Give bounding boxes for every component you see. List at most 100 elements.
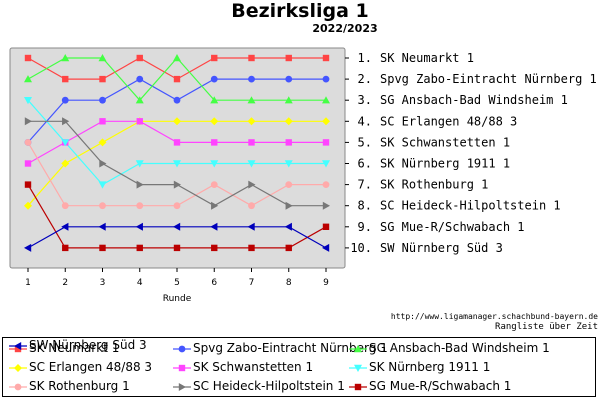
rank-number: 8.	[358, 199, 372, 213]
data-point-8	[62, 117, 70, 126]
data-point-10	[284, 222, 292, 231]
legend-marker	[354, 364, 362, 372]
data-point-5	[173, 139, 181, 146]
data-point-3	[322, 96, 330, 104]
legend-swatch	[349, 364, 367, 372]
data-point-3	[98, 54, 107, 62]
x-axis-label: Runde	[163, 294, 192, 304]
data-point-9	[211, 244, 218, 252]
rank-label: SG Ansbach-Bad Windsheim 1	[380, 93, 568, 107]
data-point-5	[211, 139, 218, 146]
data-point-6	[61, 139, 70, 147]
data-point-8	[136, 180, 144, 189]
legend-label: SC Erlangen 48/88 3	[29, 360, 153, 374]
data-point-1	[136, 54, 143, 62]
data-point-5	[285, 139, 292, 146]
caption: Rangliste über Zeit	[495, 322, 598, 332]
legend-label: SK Schwanstetten 1	[193, 360, 314, 374]
rank-label: SK Neumarkt 1	[380, 51, 474, 65]
rank-number: 3.	[358, 93, 372, 107]
data-point-6	[322, 160, 330, 168]
x-tick-label: 3	[100, 278, 106, 288]
data-point-8	[24, 117, 32, 126]
legend-swatch	[349, 383, 367, 391]
data-point-8	[211, 201, 219, 210]
data-point-10	[135, 222, 143, 231]
data-point-2	[136, 75, 144, 83]
rank-number: 2.	[358, 72, 372, 86]
rank-number: 5.	[358, 135, 372, 149]
legend-label: SK Neumarkt 1	[29, 341, 120, 355]
legend-marker	[14, 345, 22, 353]
data-point-6	[210, 160, 219, 168]
data-point-6	[173, 160, 181, 168]
legend-swatch	[9, 342, 27, 350]
data-point-8	[285, 201, 293, 210]
rank-chart: 1 2 3 4 5 6 7 8 9 1. SK Neumarkt 1 2. Spvg Zabo-Ein…	[9, 47, 597, 304]
data-point-5	[136, 118, 143, 125]
data-point-7	[210, 181, 218, 189]
legend-swatch	[173, 383, 191, 391]
data-point-1	[211, 54, 218, 62]
data-point-4	[284, 117, 293, 126]
legend-swatch	[173, 345, 191, 353]
data-point-4	[98, 138, 107, 147]
x-tick-label: 8	[286, 278, 292, 288]
rank-number: 1.	[358, 51, 372, 65]
x-tick-label: 6	[211, 278, 217, 288]
data-point-1	[248, 54, 255, 62]
legend-marker	[354, 383, 362, 391]
data-point-2	[210, 75, 218, 83]
rank-label: SC Heideck-Hilpoltstein 1	[380, 199, 561, 213]
rank-label: SW Nürnberg Süd 3	[380, 241, 503, 255]
data-point-5	[99, 118, 106, 125]
data-point-6	[98, 181, 107, 189]
data-point-1	[99, 75, 106, 83]
data-point-7	[61, 202, 69, 210]
legend-marker	[178, 383, 186, 391]
data-point-3	[210, 96, 219, 104]
legend-label: SK Rothenburg 1	[29, 379, 130, 393]
data-point-10	[61, 222, 69, 231]
x-tick-label: 5	[174, 278, 180, 288]
legend-swatch	[9, 383, 27, 391]
source-url[interactable]: http://www.ligamanager.schachbund-bayern…	[390, 312, 598, 321]
legend: SK Neumarkt 1 Spvg Zabo-Eintracht Nürnber…	[2, 337, 596, 397]
data-point-8	[322, 201, 330, 210]
data-point-1	[285, 54, 292, 62]
legend-swatch	[9, 345, 27, 353]
data-point-6	[247, 160, 256, 168]
data-point-2	[285, 75, 293, 83]
legend-swatch	[9, 364, 27, 372]
legend-label: SK Nürnberg 1911 1	[369, 360, 491, 374]
data-point-10	[173, 222, 181, 231]
data-point-3	[173, 54, 181, 62]
legend-label: SG Ansbach-Bad Windsheim 1	[369, 341, 550, 355]
data-point-3	[61, 54, 70, 62]
rank-label: SK Nürnberg 1911 1	[380, 157, 510, 171]
rank-number: 9.	[358, 220, 372, 234]
data-point-7	[136, 202, 144, 210]
rank-label: SK Schwanstetten 1	[380, 135, 510, 149]
data-point-4	[61, 159, 70, 168]
x-tick-label: 9	[323, 278, 329, 288]
x-tick-label: 7	[249, 278, 255, 288]
data-point-7	[173, 202, 181, 210]
rank-label: Spvg Zabo-Eintracht Nürnberg 1	[380, 72, 597, 86]
rank-number: 6.	[358, 157, 372, 171]
data-point-5	[248, 139, 255, 146]
data-point-9	[136, 244, 143, 252]
data-point-3	[24, 75, 32, 83]
data-point-7	[248, 202, 255, 210]
legend-marker	[14, 364, 22, 372]
chart-subtitle: 2022/2023	[312, 22, 378, 35]
data-point-10	[247, 222, 255, 231]
data-point-1	[173, 75, 181, 83]
legend-label: Spvg Zabo-Eintracht Nürnberg 1	[193, 341, 388, 355]
data-point-10	[322, 243, 330, 252]
data-point-3	[247, 96, 256, 104]
legend-swatch	[349, 345, 367, 353]
data-point-3	[135, 96, 144, 104]
data-point-7	[24, 139, 32, 146]
data-point-7	[322, 181, 330, 189]
